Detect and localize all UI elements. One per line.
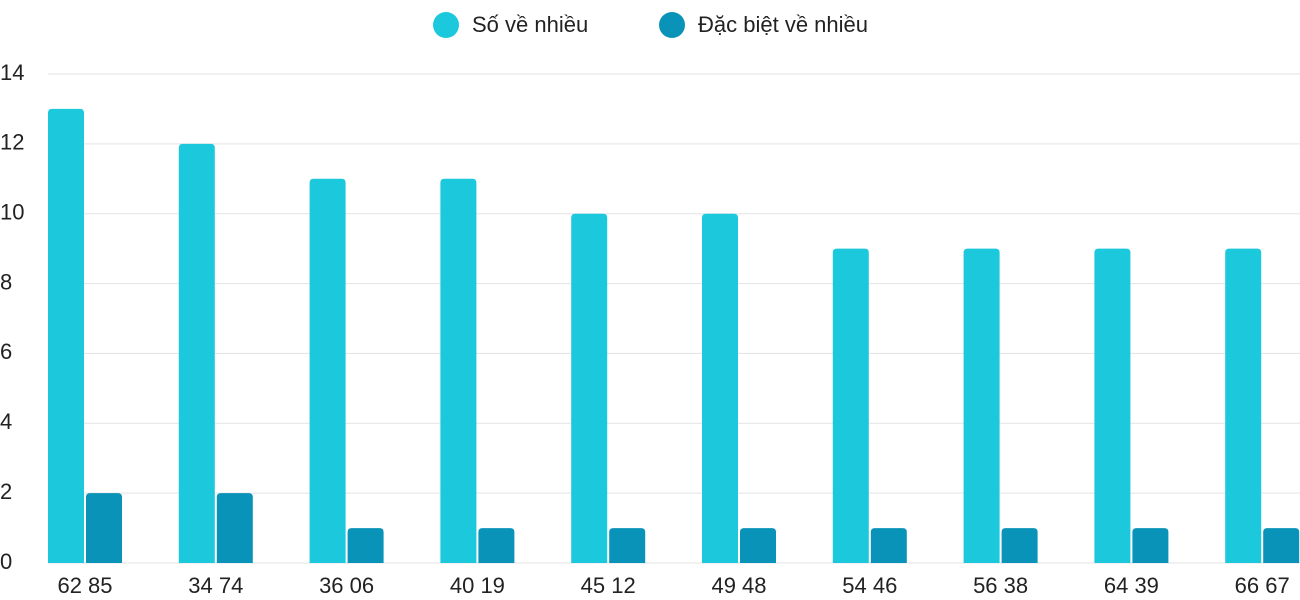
y-tick-label: 8 [0,269,12,294]
y-tick-label: 4 [0,409,12,434]
bar [740,528,776,563]
bar [1001,528,1038,563]
legend-label: Đặc biệt về nhiều [698,12,868,37]
x-tick-label: 36 06 [319,573,374,598]
y-tick-label: 12 [0,130,24,155]
bar [86,493,122,563]
bar [478,528,515,563]
bar [309,178,346,564]
x-tick-label: 40 19 [450,573,505,598]
legend-marker [659,12,685,38]
y-tick-label: 10 [0,200,24,225]
y-tick-label: 0 [0,549,12,574]
y-tick-label: 6 [0,339,12,364]
bar [347,528,384,563]
x-tick-label: 49 48 [711,573,766,598]
legend-marker [433,12,459,38]
bar [1263,528,1300,563]
x-tick-label: 45 12 [581,573,636,598]
x-tick-label: 62 85 [57,573,112,598]
x-tick-label: 56 38 [973,573,1028,598]
bar [1132,528,1169,563]
bar [48,108,84,563]
x-tick-label: 34 74 [188,573,243,598]
bar [1094,248,1131,563]
bar [216,493,253,563]
bar [870,528,907,563]
bar [1225,248,1262,563]
bar [702,213,738,563]
y-tick-label: 14 [0,60,24,85]
bar [963,248,1000,563]
bar [440,178,477,564]
bar [178,143,215,563]
bar [609,528,646,563]
y-tick-label: 2 [0,479,12,504]
bar [571,213,608,563]
x-tick-label: 64 39 [1104,573,1159,598]
x-tick-label: 66 67 [1235,573,1290,598]
x-tick-label: 54 46 [842,573,897,598]
bar [832,248,869,563]
legend-label: Số về nhiều [472,12,588,37]
